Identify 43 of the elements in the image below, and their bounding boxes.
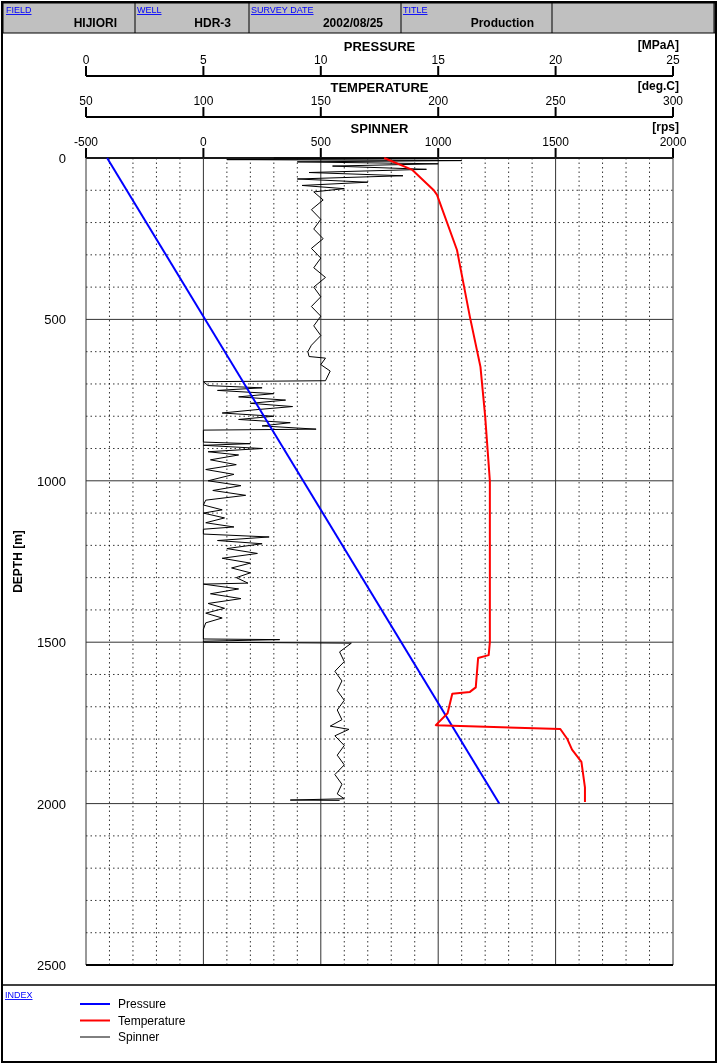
text: SURVEY DATE (251, 5, 314, 15)
y-axis-title: DEPTH [m] (11, 530, 25, 593)
y-tick-label: 0 (58, 151, 66, 166)
text: 2002/08/25 (322, 16, 384, 30)
x-tick-label: 10 (314, 53, 328, 67)
x-axis-title: TEMPERATURE (330, 80, 429, 95)
legend-label: Spinner (118, 1030, 160, 1044)
x-tick-label: 250 (545, 94, 566, 108)
x-tick-label: 5 (200, 53, 208, 67)
text: [MPaA] (637, 38, 679, 52)
y-tick-label: 2000 (37, 796, 66, 812)
text: [rps] (652, 120, 679, 134)
x-tick-label: -500 (73, 135, 99, 149)
x-tick-label: 300 (662, 94, 684, 108)
x-tick-label: 500 (310, 135, 332, 149)
y-tick-label: 1000 (37, 473, 66, 489)
legend-label: Temperature (118, 1013, 186, 1028)
x-tick-label: 1000 (424, 135, 452, 149)
x-tick-label: 0 (200, 135, 208, 149)
x-tick-label: 25 (666, 53, 680, 67)
legend-label: Pressure (118, 997, 167, 1011)
text: HDR-3 (194, 16, 232, 30)
text: Production (470, 16, 534, 30)
x-axis-title: PRESSURE (343, 39, 416, 54)
text: HIJIORI (73, 16, 117, 30)
x-tick-label: 50 (79, 94, 93, 108)
y-tick-label: 1500 (37, 635, 66, 651)
legend-title: INDEX (5, 990, 33, 1000)
y-tick-label: 2500 (37, 958, 66, 973)
text: WELL (137, 5, 162, 15)
x-tick-label: 200 (428, 94, 449, 108)
x-tick-label: 15 (431, 53, 446, 67)
x-tick-label: 0 (82, 53, 90, 67)
text: [deg.C] (637, 79, 679, 93)
y-tick-label: 500 (44, 312, 66, 328)
x-tick-label: 20 (548, 53, 563, 67)
text: FIELD (6, 5, 33, 15)
x-tick-label: 150 (310, 94, 332, 108)
x-tick-label: 1500 (542, 135, 570, 149)
x-axis-title: SPINNER (350, 121, 409, 136)
x-tick-label: 100 (193, 94, 214, 108)
x-tick-label: 2000 (659, 135, 687, 149)
text: TITLE (403, 5, 428, 15)
